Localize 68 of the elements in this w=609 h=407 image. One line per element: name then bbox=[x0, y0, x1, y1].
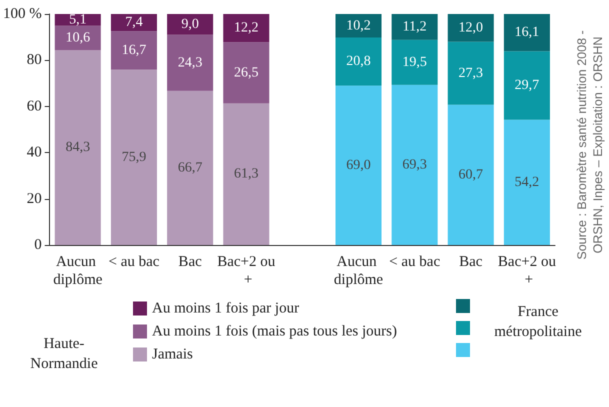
bar bbox=[223, 14, 270, 42]
x-tick-label: < au bac bbox=[108, 254, 160, 270]
bar bbox=[110, 14, 157, 32]
bar bbox=[167, 14, 214, 35]
data-label: 69,3 bbox=[402, 157, 427, 172]
x-tick-label: Aucun diplôme bbox=[53, 254, 103, 288]
bar bbox=[448, 42, 494, 105]
bar bbox=[223, 42, 270, 104]
data-label: 11,2 bbox=[402, 19, 427, 34]
bar bbox=[54, 50, 101, 245]
data-label: 7,4 bbox=[125, 15, 143, 30]
y-tick-label: 40 bbox=[26, 144, 42, 161]
bar bbox=[167, 90, 214, 245]
data-label: 12,0 bbox=[458, 20, 484, 36]
data-label: 20,8 bbox=[346, 54, 371, 70]
data-label: 61,3 bbox=[234, 166, 258, 182]
y-tick-label: 100 % bbox=[2, 6, 42, 22]
legend-label: Jamais bbox=[152, 346, 193, 362]
y-tick-label: 20 bbox=[26, 190, 42, 207]
data-label: 66,7 bbox=[178, 160, 202, 176]
x-tick-label: Bac+2 ou + bbox=[498, 254, 556, 288]
text: Haute-Normandie bbox=[29, 335, 99, 374]
y-tick-label: 60 bbox=[26, 98, 42, 114]
data-label: 29,7 bbox=[514, 78, 540, 93]
bar bbox=[392, 84, 438, 245]
source-note: Source : Baromètre santé nutrition 2008 - ORSHN, Inpes – Exploitation : ORSHN bbox=[575, 30, 605, 260]
data-label: 16,1 bbox=[514, 25, 540, 40]
data-label: 60,7 bbox=[458, 167, 484, 182]
text: France métropolitaine bbox=[493, 303, 583, 342]
data-label: 10,2 bbox=[346, 18, 371, 34]
legend-label: Au moins 1 fois (mais pas tous les jours) bbox=[152, 324, 397, 340]
bar bbox=[223, 103, 270, 245]
data-label: 19,5 bbox=[402, 54, 427, 70]
bar bbox=[448, 104, 494, 245]
data-label: 27,3 bbox=[458, 66, 484, 81]
data-label: 84,3 bbox=[66, 140, 90, 156]
data-label: 12,2 bbox=[234, 20, 258, 36]
data-label: 54,2 bbox=[514, 174, 540, 190]
bar bbox=[335, 14, 382, 38]
data-label: 24,3 bbox=[178, 55, 202, 70]
bar bbox=[448, 14, 494, 42]
data-label: 16,7 bbox=[122, 42, 146, 58]
x-tick-label: Aucun diplôme bbox=[334, 254, 384, 288]
bar bbox=[110, 31, 157, 70]
data-label: 75,9 bbox=[122, 150, 146, 165]
bar bbox=[335, 38, 382, 86]
y-tick-label: 80 bbox=[26, 52, 42, 68]
bar bbox=[335, 86, 382, 245]
bar bbox=[110, 70, 157, 245]
data-label: 69,0 bbox=[346, 158, 371, 173]
data-label: 10,6 bbox=[66, 30, 90, 46]
bar bbox=[392, 40, 438, 85]
x-tick-label: Bac bbox=[178, 254, 202, 270]
legend-label: Au moins 1 fois par jour bbox=[152, 300, 300, 316]
bar bbox=[504, 120, 550, 245]
x-tick-label: < au bac bbox=[389, 254, 440, 270]
data-label: 26,5 bbox=[234, 65, 258, 80]
y-tick-label: 0 bbox=[34, 237, 42, 253]
bar bbox=[504, 51, 550, 120]
bar bbox=[54, 14, 101, 26]
data-label: 9,0 bbox=[181, 16, 199, 32]
bar bbox=[54, 26, 101, 50]
x-tick-label: Bac+2 ou + bbox=[217, 254, 276, 288]
bar bbox=[167, 34, 214, 91]
bar bbox=[392, 14, 438, 40]
data-label: 5,1 bbox=[69, 12, 87, 28]
bar bbox=[504, 14, 550, 52]
x-tick-label: Bac bbox=[459, 254, 483, 270]
